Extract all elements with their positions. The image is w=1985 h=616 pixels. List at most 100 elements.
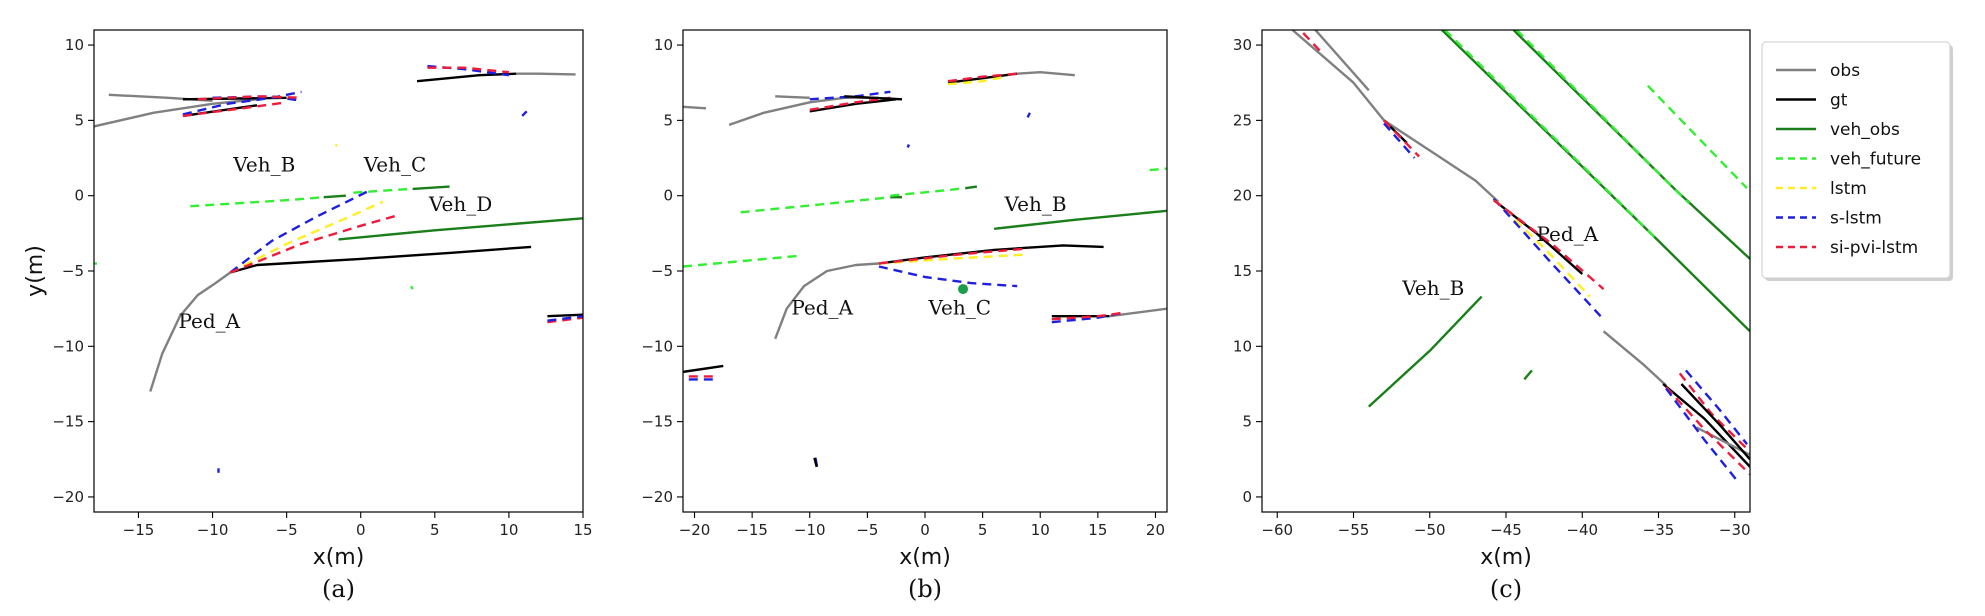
series-s-lstm (547, 315, 583, 322)
x-tick-label: −15 (736, 521, 768, 539)
y-tick-label: 10 (654, 36, 673, 54)
legend-entry: lstm (1776, 179, 1867, 199)
panel-2: Veh_B Ped_A Veh_C −20 −15 −10 −5 0 5 10 15 20 −20 −15… (641, 29, 1168, 603)
x-tick-label: 20 (1146, 521, 1165, 539)
y-tick-label: −5 (62, 262, 84, 280)
series-veh_future (410, 285, 414, 290)
series-veh_future (683, 254, 799, 268)
series-veh_future (1515, 30, 1690, 205)
annotation-label: Veh_C (363, 153, 427, 177)
annotation-label: Veh_B (232, 153, 295, 177)
y-axis-label: y(m) (23, 245, 48, 297)
series-veh_future (1444, 30, 1660, 242)
legend-entry: gt (1776, 91, 1848, 111)
y-tick-label: 20 (1233, 187, 1252, 205)
x-tick-label: −60 (1261, 521, 1293, 539)
panel-3: Ped_A Veh_B −60 −55 −50 −45 −40 −35 −30 0 5 10 15 20 2… (1233, 29, 1751, 603)
series-veh_obs (412, 185, 450, 191)
y-tick-label: −20 (52, 488, 84, 506)
series-gt (947, 72, 1018, 84)
series-obs (94, 98, 258, 128)
series-obs (516, 72, 576, 76)
series-obs (1602, 330, 1667, 387)
x-axis-label: x(m) (1480, 545, 1532, 570)
annotation-label: Ped_A (178, 309, 240, 333)
series-gt (1680, 383, 1750, 461)
series-s-lstm (427, 64, 510, 77)
series-obs (1109, 307, 1167, 318)
series-veh_obs (323, 194, 346, 199)
series-veh_obs (1512, 30, 1750, 260)
annotation-label: Veh_C (927, 296, 991, 320)
series-si-pvi-lstm (1665, 386, 1750, 476)
legend-box (1761, 41, 1951, 279)
series-lstm (947, 75, 1006, 86)
series-obs (149, 271, 231, 392)
legend-entry: s-lstm (1776, 209, 1882, 229)
series-si-pvi-lstm (427, 66, 510, 74)
legend-entry: veh_future (1776, 150, 1921, 170)
y-tick-label: 30 (1233, 36, 1252, 54)
x-tick-label: 10 (1031, 521, 1050, 539)
x-tick-label: −20 (679, 521, 711, 539)
y-tick-label: 0 (663, 187, 673, 205)
annotation-label: Ped_A (791, 296, 853, 320)
legend-label: obs (1830, 61, 1860, 81)
plot-area (94, 30, 583, 512)
series-lstm (1492, 197, 1591, 298)
y-tick-label: 15 (1233, 262, 1252, 280)
annotation-label: Veh_D (428, 192, 492, 216)
series-si-pvi-lstm (1383, 119, 1420, 158)
series-si-pvi-lstm (947, 72, 1018, 83)
series-obs (683, 105, 707, 110)
series-obs (774, 262, 879, 340)
series-obs (1017, 71, 1075, 77)
series-si-pvi-lstm (809, 96, 891, 111)
series-s-lstm (1665, 387, 1741, 485)
y-tick-label: 5 (663, 111, 673, 129)
legend-label: s-lstm (1830, 209, 1882, 229)
x-tick-label: −5 (276, 521, 298, 539)
x-tick-label: 5 (978, 521, 988, 539)
x-tick-label: 5 (430, 521, 440, 539)
series-si-pvi-lstm (547, 316, 583, 324)
x-tick-label: 0 (356, 521, 366, 539)
y-tick-label: −15 (641, 413, 673, 431)
series-veh_future (890, 187, 966, 197)
y-tick-label: −5 (651, 262, 673, 280)
series-lstm (229, 200, 384, 274)
legend-label: gt (1830, 91, 1848, 111)
series-s-lstm (229, 190, 369, 274)
series-veh_future (1149, 167, 1167, 172)
trajectories (1291, 30, 1750, 485)
series-veh_obs (993, 209, 1167, 230)
y-tick-label: 10 (65, 36, 84, 54)
y-tick-label: −10 (641, 337, 673, 355)
legend-label: lstm (1830, 179, 1867, 199)
y-tick-label: 0 (1242, 488, 1252, 506)
series-gt (809, 98, 897, 113)
y-tick-label: 5 (74, 111, 84, 129)
series-si-pvi-lstm (197, 95, 302, 101)
panel-label: (c) (1490, 575, 1522, 603)
y-tick-label: 5 (1242, 413, 1252, 431)
trajectories (94, 64, 583, 473)
panel-label: (b) (908, 575, 942, 603)
series-veh_obs (965, 185, 978, 190)
panel-label: (a) (322, 575, 355, 603)
x-tick-label: 0 (920, 521, 930, 539)
series-gt (683, 364, 724, 374)
plot-area (1262, 30, 1750, 512)
x-tick-label: −55 (1338, 521, 1370, 539)
y-tick-label: −10 (52, 337, 84, 355)
series-si-pvi-lstm (1302, 32, 1324, 55)
series-si-pvi-lstm (1051, 312, 1122, 321)
series-veh_future (190, 196, 324, 208)
series-obs (1291, 30, 1500, 203)
x-tick-label: −5 (856, 521, 878, 539)
series-s-lstm (1684, 369, 1748, 445)
series-si-pvi-lstm (878, 247, 1029, 265)
